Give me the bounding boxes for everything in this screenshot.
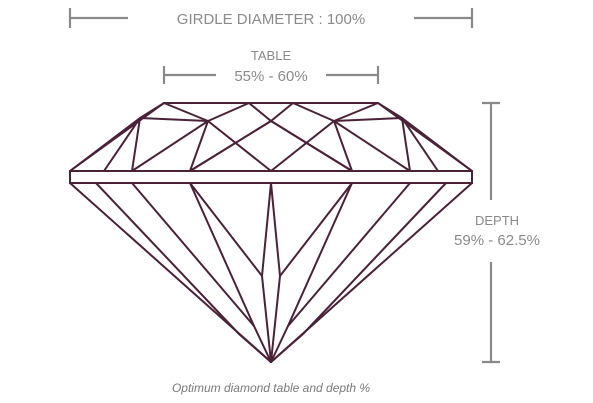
pavilion-cross-right [279,182,353,277]
depth-percentage: 59% - 62.5% [454,232,540,249]
diagram-caption: Optimum diamond table and depth % [172,381,370,395]
pavilion-left-main [189,182,272,363]
crown-facets-upper [163,102,379,122]
table-label: TABLE [251,48,292,63]
crown-facets-left-star [139,102,209,122]
table-dimension [162,66,380,84]
pavilion-right-main [270,182,353,363]
crown-lower-right [401,117,473,172]
girdle-diameter-label: GIRDLE DIAMETER : 100% [177,11,365,28]
crown-facets-right-star [333,102,403,122]
depth-dimension [482,101,500,364]
diamond-illustration [69,102,473,363]
pavilion-center-right [270,182,281,363]
pavilion-left-inner [131,182,255,327]
depth-label: DEPTH [475,213,519,228]
pavilion-right-outer [270,182,447,363]
girdle-dimension [68,8,474,28]
crown-lower-left [69,117,141,172]
pavilion-left-outer [95,182,272,363]
pavilion-center-left [261,182,272,363]
crown-mid-left [189,120,272,172]
crown-center-facets [207,120,335,172]
pavilion-right-inner [287,182,411,327]
crown-outline [69,102,473,172]
table-percentage: 55% - 60% [234,68,307,85]
pavilion-cross-left [189,182,263,277]
pavilion-outline [69,182,473,363]
crown-mid-right [270,120,353,172]
